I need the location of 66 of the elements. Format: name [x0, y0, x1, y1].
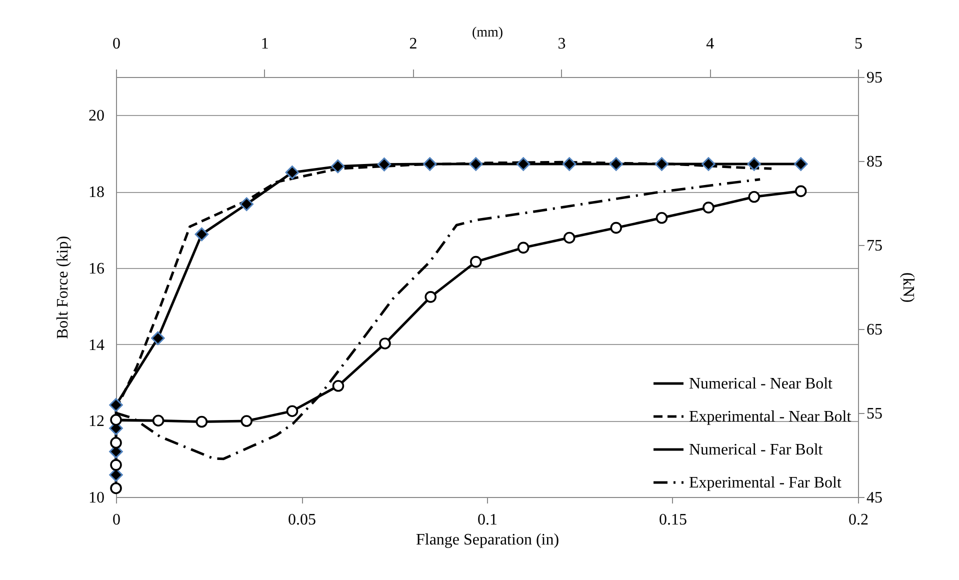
x2-tick-label: 5 [854, 36, 862, 52]
x2-tick-label: 2 [409, 36, 418, 52]
point [196, 416, 208, 428]
point [516, 157, 530, 171]
x-axis-title: Flange Separation (in) [416, 532, 560, 548]
x-tick-label: 0.2 [848, 512, 868, 528]
x-tick-label: 0.15 [659, 512, 687, 528]
y2-tick-label: 55 [866, 406, 882, 422]
point [702, 202, 714, 214]
point [377, 158, 392, 172]
y2-tick-label: 65 [866, 322, 882, 338]
x2-tick-label: 4 [706, 36, 714, 52]
point [656, 212, 668, 224]
point [468, 157, 483, 171]
y-axis-title: Bolt Force (kip) [54, 236, 72, 340]
point [109, 398, 123, 412]
point [151, 331, 165, 346]
x2-tick-label: 3 [558, 36, 566, 52]
point [285, 166, 300, 180]
point [110, 482, 122, 494]
point [563, 232, 576, 244]
point [424, 291, 437, 303]
point [110, 414, 122, 426]
y2-axis-title: (kN) [900, 272, 916, 303]
x-tick-label: 0 [112, 512, 120, 528]
y-tick-label: 10 [88, 490, 104, 506]
point [470, 256, 482, 268]
point [794, 157, 808, 171]
point [240, 415, 252, 427]
point [609, 157, 623, 171]
y2-tick-label: 95 [866, 70, 882, 86]
legend-label: Numerical - Near Bolt [689, 376, 834, 392]
legend-label: Experimental - Near Bolt [689, 408, 852, 426]
point [152, 414, 164, 427]
point [330, 159, 345, 174]
x2-tick-label: 1 [260, 36, 269, 52]
point [379, 338, 391, 350]
point [748, 191, 760, 203]
x-tick-label: 0.05 [288, 512, 316, 528]
point [286, 405, 298, 417]
y2-tick-label: 75 [866, 238, 882, 254]
point [747, 157, 761, 171]
point [194, 227, 209, 242]
point [110, 459, 122, 471]
point [794, 185, 807, 198]
y-tick-label: 18 [88, 184, 104, 202]
x2-axis-title: (mm) [472, 26, 504, 40]
point [702, 157, 716, 171]
y-tick-label: 12 [88, 413, 104, 430]
y-tick-label: 16 [88, 260, 104, 278]
y-tick-label: 20 [88, 108, 104, 125]
point [240, 197, 254, 212]
x2-tick-label: 0 [112, 36, 120, 52]
legend-label: Experimental - Far Bolt [689, 474, 842, 492]
point [562, 157, 576, 171]
y-tick-label: 14 [88, 336, 104, 354]
x-tick-label: 0.1 [478, 512, 498, 528]
point [110, 436, 122, 449]
y2-tick-label: 85 [866, 154, 882, 170]
point [610, 222, 622, 234]
point [422, 157, 437, 171]
point [517, 242, 530, 254]
y2-tick-label: 45 [866, 490, 882, 506]
point [332, 380, 344, 392]
legend-label: Numerical - Far Bolt [689, 442, 824, 458]
point [654, 157, 669, 171]
